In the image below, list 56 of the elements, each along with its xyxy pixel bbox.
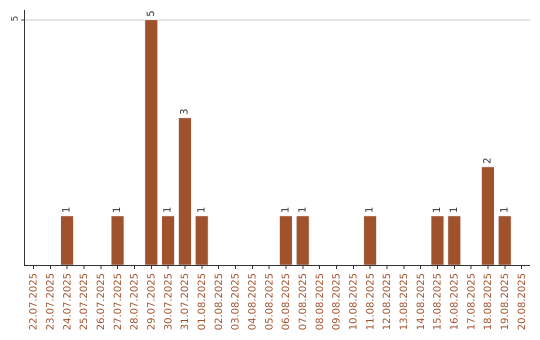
x-tick-label: 22.07.2025 (28, 273, 40, 330)
bar (144, 20, 158, 265)
x-tick-label: 23.07.2025 (46, 273, 56, 330)
bar (162, 216, 175, 265)
x-tick-label: 07.08.2025 (298, 273, 309, 330)
data-label: 1 (112, 206, 124, 213)
x-tick-label: 10.08.2025 (348, 273, 360, 330)
x-tick-label: 16.08.2025 (450, 273, 460, 330)
x-tick-label: 26.07.2025 (96, 273, 107, 330)
x-tick-label: 08.08.2025 (314, 273, 326, 330)
x-tick-label: 04.08.2025 (248, 273, 258, 330)
data-label: 1 (196, 206, 208, 213)
bar (279, 216, 292, 265)
bar (60, 216, 74, 265)
data-label: 1 (62, 206, 73, 213)
data-label: 1 (448, 206, 460, 213)
data-label: 5 (146, 10, 157, 17)
x-tick-label: 03.08.2025 (230, 273, 242, 330)
x-tick-label: 24.07.2025 (62, 273, 74, 330)
data-label: 1 (280, 206, 292, 213)
bar (430, 216, 444, 265)
x-tick-label: 31.07.2025 (180, 273, 192, 330)
x-tick-label: 09.08.2025 (332, 273, 343, 330)
x-tick-label: 11.08.2025 (365, 273, 376, 330)
x-tick-label: 05.08.2025 (264, 273, 276, 330)
x-tick-label: 25.07.2025 (79, 273, 90, 330)
x-tick-label: 02.08.2025 (214, 273, 225, 330)
x-tick-label: 12.08.2025 (382, 273, 394, 330)
data-label: 2 (482, 158, 494, 164)
bar (448, 216, 461, 265)
x-tick-label: 20.08.2025 (516, 273, 528, 330)
bar (364, 216, 377, 265)
data-label: 1 (162, 206, 174, 213)
bar (195, 216, 208, 265)
x-tick-label: 29.07.2025 (146, 273, 158, 330)
x-tick-label: 17.08.2025 (466, 273, 478, 330)
x-tick-label: 28.07.2025 (130, 273, 141, 330)
x-tick-label: 06.08.2025 (281, 273, 292, 330)
data-label: 3 (179, 108, 190, 115)
bar (111, 216, 124, 265)
x-tick-label: 27.07.2025 (112, 273, 124, 330)
bar (481, 166, 494, 265)
x-tick-label: 18.08.2025 (483, 273, 494, 330)
data-label: 1 (432, 206, 443, 213)
data-label: 1 (499, 206, 510, 213)
bar (498, 216, 512, 265)
data-label: 1 (364, 206, 376, 213)
x-tick-label: 01.08.2025 (197, 273, 208, 330)
x-tick-label: 13.08.2025 (399, 273, 410, 330)
bar (178, 118, 192, 265)
x-tick-label: 30.07.2025 (163, 273, 174, 330)
bar (296, 216, 310, 265)
x-tick-label: 15.08.2025 (432, 273, 444, 330)
x-tick-label: 19.08.2025 (500, 273, 511, 330)
x-tick-label: 14.08.2025 (416, 273, 427, 330)
data-label: 1 (297, 206, 308, 213)
